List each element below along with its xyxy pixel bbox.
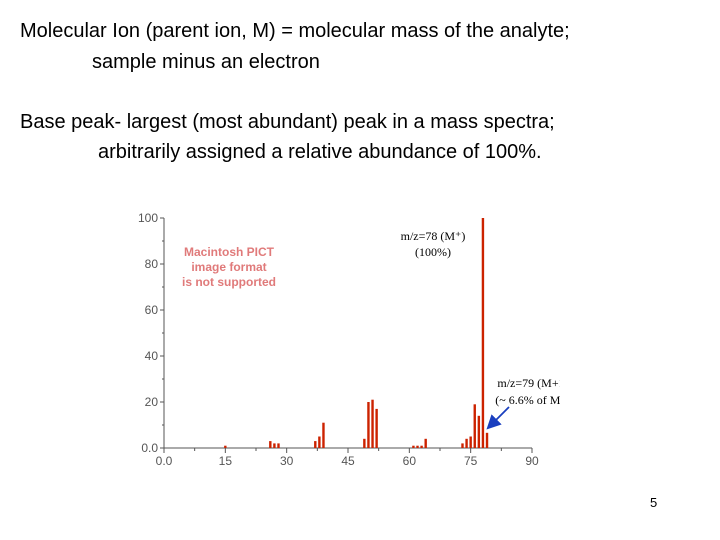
x-tick-label: 45: [341, 454, 355, 468]
y-tick-label: 40: [145, 349, 159, 363]
spectrum-peak: [367, 402, 370, 448]
chart-bars: [224, 218, 489, 448]
spectrum-peak: [477, 415, 481, 448]
spectrum-peak: [485, 432, 489, 448]
y-tick-label: 100: [138, 211, 158, 225]
spectrum-peak: [465, 438, 468, 448]
y-tick-label: 80: [145, 257, 159, 271]
y-tick-label: 20: [145, 395, 159, 409]
spectrum-peak: [412, 445, 415, 448]
pict-placeholder-line-2: image format: [191, 260, 266, 274]
spectrum-peak: [375, 408, 378, 448]
spectrum-peak: [461, 443, 464, 448]
x-tick-label: 30: [280, 454, 294, 468]
x-tick-label: 75: [464, 454, 478, 468]
mass-spectrum-chart: 0.0 20 40 60 80 100 0.0 15 30 45 60 75 90 Macintosh …: [138, 211, 560, 468]
spectrum-peak: [314, 441, 317, 448]
spectrum-peak: [363, 438, 366, 448]
m-plus-1-annotation: m/z=79 (M+1): [497, 376, 560, 390]
page-number: 5: [650, 495, 658, 510]
y-tick-label: 60: [145, 303, 159, 317]
x-tick-label: 15: [219, 454, 233, 468]
m-plus-1-annotation-percent: (~ 6.6% of M⁺): [495, 393, 560, 407]
spectrum-peak: [371, 399, 374, 448]
spectrum-peak: [269, 441, 272, 448]
x-tick-label: 60: [403, 454, 417, 468]
y-tick-label: 0.0: [141, 441, 158, 455]
spectrum-peak: [322, 422, 325, 448]
spectrum-peak: [469, 436, 472, 448]
spectrum-peak: [424, 438, 427, 448]
spectrum-peak: [224, 445, 227, 448]
molecular-ion-definition-cont: sample minus an electron: [92, 51, 320, 73]
x-tick-label: 90: [525, 454, 539, 468]
spectrum-peak: [318, 436, 321, 448]
spectrum-peak: [420, 445, 423, 448]
pict-placeholder: Macintosh PICT image format is not suppo…: [182, 245, 276, 289]
x-tick-label: 0.0: [156, 454, 173, 468]
spectrum-peak: [277, 443, 280, 448]
base-peak-definition-cont: arbitrarily assigned a relative abundanc…: [98, 141, 542, 163]
base-peak-definition: Base peak- largest (most abundant) peak …: [20, 111, 555, 133]
molecular-ion-definition: Molecular Ion (parent ion, M) = molecula…: [20, 20, 570, 42]
spectrum-peak: [416, 445, 419, 448]
m-plus-1-arrow: [486, 406, 510, 430]
spectrum-peak: [481, 218, 485, 448]
chart-ticks: 0.0 20 40 60 80 100 0.0 15 30 45 60 75 90: [138, 211, 539, 468]
spectrum-peak: [473, 404, 476, 448]
base-peak-annotation: m/z=78 (M⁺): [401, 229, 466, 243]
pict-placeholder-line-1: Macintosh PICT: [184, 245, 275, 259]
pict-placeholder-line-3: is not supported: [182, 275, 276, 289]
base-peak-annotation-percent: (100%): [415, 245, 451, 259]
spectrum-peak: [273, 443, 276, 448]
